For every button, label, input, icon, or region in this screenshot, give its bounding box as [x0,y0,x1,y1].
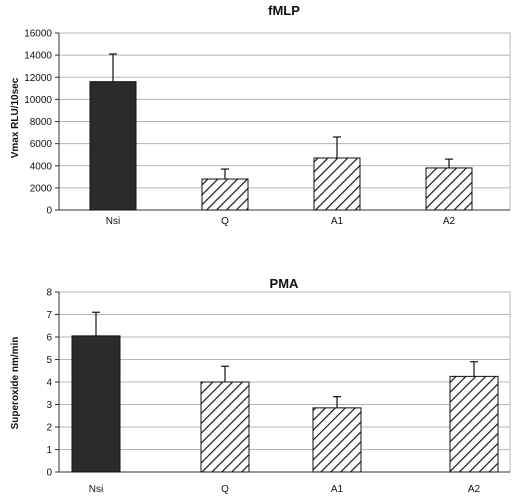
y-axis-label: Superoxide nm/min [10,337,21,430]
y-tick-label: 0 [46,206,52,217]
y-tick-label: 4 [46,378,52,389]
y-tick-label: 6000 [30,139,53,150]
x-tick-label: Nsi [106,216,120,227]
y-tick-label: 4000 [30,161,53,172]
bar-a1 [312,407,362,473]
y-tick-label: 12000 [24,73,52,84]
y-tick-label: 8 [46,288,52,299]
x-tick-label: A1 [331,484,344,495]
y-axis-ticks: 0 1 2 3 4 5 6 7 8 [46,288,59,479]
x-axis-ticks: Nsi Q A1 A2 [89,484,481,495]
x-tick-label: A1 [331,216,344,227]
chart-title: PMA [270,276,300,291]
y-tick-label: 7 [46,310,52,321]
y-axis-ticks: 0 2000 4000 6000 8000 10000 12000 14000 16000 [24,29,59,217]
bar-a2 [449,375,499,473]
chart-title: fMLP [268,3,300,18]
x-tick-label: Nsi [89,484,103,495]
bar-nsi [71,335,121,473]
y-tick-label: 16000 [24,29,52,40]
y-tick-label: 8000 [30,117,53,128]
bar-a2 [425,167,473,211]
y-axis-label: Vmax RLU/10sec [10,77,21,158]
gridlines [58,291,511,473]
y-tick-label: 0 [46,468,52,479]
y-tick-label: 14000 [24,51,52,62]
x-tick-label: Q [221,216,229,227]
bar-q [201,178,249,211]
bar-nsi [89,81,137,211]
y-tick-label: 3 [46,400,52,411]
y-tick-label: 10000 [24,95,52,106]
x-axis-ticks: Nsi Q A1 A2 [106,216,456,227]
chart-fmlp: fMLP Vmax RLU/10sec 0 2000 4000 6000 8000 100… [10,3,511,227]
y-tick-label: 5 [46,355,52,366]
bars [71,311,499,473]
y-tick-label: 6 [46,333,52,344]
chart-pma: PMA Superoxide nm/min 0 1 2 3 4 5 6 7 8 Nsi Q A1 A2 [10,276,511,495]
x-tick-label: A2 [443,216,456,227]
y-tick-label: 2 [46,423,52,434]
y-tick-label: 1 [46,445,52,456]
bar-a1 [313,157,361,211]
bars [89,53,473,211]
y-tick-label: 2000 [30,183,53,194]
bar-q [200,381,250,473]
x-tick-label: Q [221,484,229,495]
x-tick-label: A2 [468,484,481,495]
